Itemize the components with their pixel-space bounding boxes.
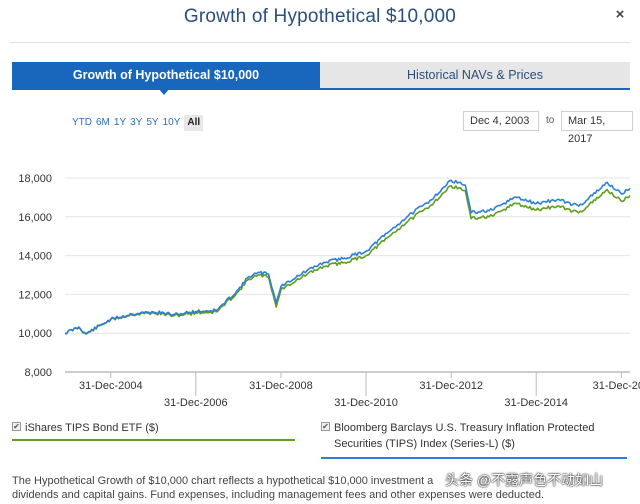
series-line-1 (64, 179, 631, 335)
x-tick-label: 31-Dec-2008 (249, 380, 313, 392)
range-ytd-button[interactable]: YTD (72, 117, 92, 128)
x-tick-label: 31-Dec-201 (593, 380, 640, 392)
legend-line-index (321, 457, 627, 459)
x-tick-label: 31-Dec-2006 (164, 397, 228, 409)
legend-label-ishares: iShares TIPS Bond ETF ($) (25, 422, 159, 434)
legend-checkbox-index[interactable]: ✔ (321, 422, 330, 431)
y-tick-label: 8,000 (24, 367, 52, 379)
range-3y-button[interactable]: 3Y (130, 117, 143, 128)
y-tick-label: 12,000 (18, 289, 52, 301)
tab-growth-hypothetical[interactable]: Growth of Hypothetical $10,000 (12, 62, 320, 95)
y-tick-label: 16,000 (18, 212, 52, 224)
y-tick-label: 18,000 (18, 173, 52, 185)
footnote-line-2: dividends and capital gains. Fund expens… (12, 489, 545, 501)
range-selector: YTD 6M 1Y 3Y 5Y 10Y All (72, 115, 204, 131)
tab-historical-navs[interactable]: Historical NAVs & Prices (320, 62, 630, 88)
y-tick-label: 10,000 (18, 328, 52, 340)
legend-checkbox-ishares[interactable]: ✔ (12, 422, 21, 431)
date-to-input[interactable]: Mar 15, 2017 (561, 111, 633, 145)
range-6m-button[interactable]: 6M (96, 117, 110, 128)
x-tick-label: 31-Dec-2014 (504, 397, 568, 409)
date-from-input[interactable]: Dec 4, 2003 (463, 111, 539, 131)
date-to-label: to (546, 115, 555, 126)
legend-line-ishares (12, 439, 295, 441)
footnote: The Hypothetical Growth of $10,000 chart… (12, 474, 632, 502)
watermark-text: 头条 @不露声色不动如山 (445, 472, 604, 488)
legend-label-index: Bloomberg Barclays U.S. Treasury Inflati… (334, 422, 595, 450)
range-1y-button[interactable]: 1Y (113, 117, 127, 128)
tab-bar: Growth of Hypothetical $10,000 Historica… (12, 62, 630, 95)
range-10y-button[interactable]: 10Y (162, 117, 181, 128)
x-tick-label: 31-Dec-2010 (334, 397, 398, 409)
x-tick-label: 31-Dec-2004 (79, 380, 143, 392)
range-5y-button[interactable]: 5Y (146, 117, 159, 128)
range-all-button[interactable]: All (184, 115, 204, 131)
modal-title: Growth of Hypothetical $10,000 (183, 6, 457, 27)
legend-item-ishares: ✔ iShares TIPS Bond ETF ($) (12, 420, 295, 436)
growth-chart: 8,000 10,000 12,000 14,000 16,000 18,000 31-D… (18, 173, 640, 409)
tab-underline (12, 88, 630, 90)
series-line-0 (64, 185, 631, 335)
legend-item-index: ✔ Bloomberg Barclays U.S. Treasury Inflat… (321, 420, 627, 452)
x-tick-label: 31-Dec-2012 (419, 380, 483, 392)
footnote-line-1: The Hypothetical Growth of $10,000 chart… (12, 475, 434, 487)
header-divider (10, 42, 630, 43)
close-icon[interactable]: × (615, 6, 625, 23)
y-tick-label: 14,000 (18, 251, 52, 263)
